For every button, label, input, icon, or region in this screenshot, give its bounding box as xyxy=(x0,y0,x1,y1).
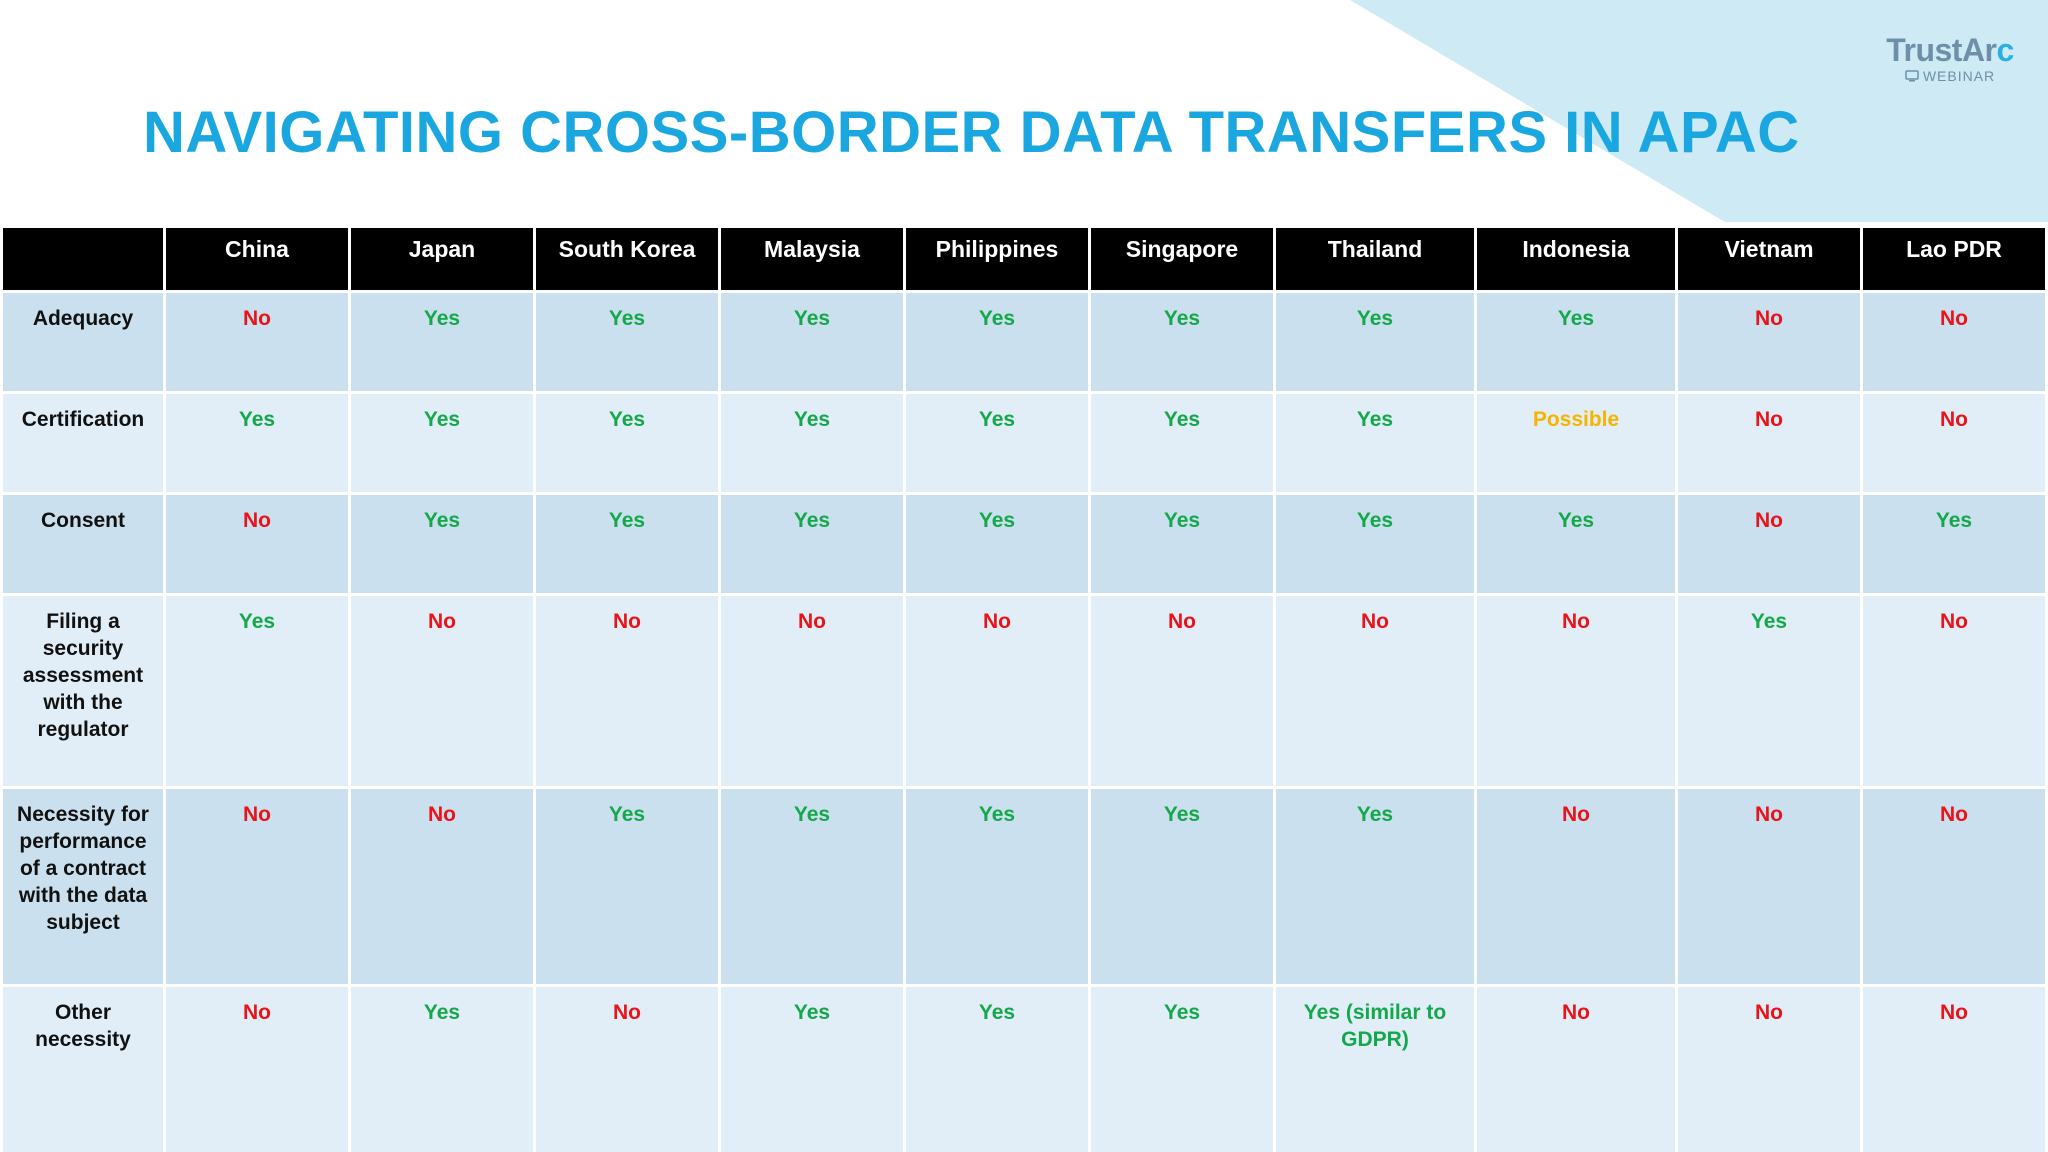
table-cell: Yes xyxy=(166,596,348,786)
column-header: Japan xyxy=(351,228,533,290)
table-cell: No xyxy=(1091,596,1273,786)
column-header: Singapore xyxy=(1091,228,1273,290)
table-cell: Possible xyxy=(1477,394,1675,492)
table-cell: No xyxy=(166,789,348,984)
column-header: Malaysia xyxy=(721,228,903,290)
trustarc-logo: TrustArc WEBINAR xyxy=(1880,32,2020,84)
logo-subtitle: WEBINAR xyxy=(1880,68,2020,84)
table-row: Filing a security assessment with the re… xyxy=(3,596,2045,786)
table-cell: Yes xyxy=(906,987,1088,1152)
table-cell: No xyxy=(536,596,718,786)
table-cell: Yes xyxy=(1276,789,1474,984)
table-row: Certification Yes Yes Yes Yes Yes Yes Ye… xyxy=(3,394,2045,492)
table-cell: Yes xyxy=(721,394,903,492)
table-cell: Yes xyxy=(721,293,903,391)
table-cell: No xyxy=(1276,596,1474,786)
table-cell: No xyxy=(1863,394,2045,492)
table-cell: Yes xyxy=(351,987,533,1152)
table-cell: No xyxy=(1678,789,1860,984)
table-cell: No xyxy=(351,789,533,984)
row-label: Other necessity xyxy=(3,987,163,1152)
table-row: Adequacy No Yes Yes Yes Yes Yes Yes Yes … xyxy=(3,293,2045,391)
table-cell: Yes xyxy=(1276,394,1474,492)
column-header: Philippines xyxy=(906,228,1088,290)
table-cell: Yes xyxy=(721,987,903,1152)
table-cell: Yes xyxy=(721,495,903,593)
table-row: Consent No Yes Yes Yes Yes Yes Yes Yes N… xyxy=(3,495,2045,593)
row-label: Filing a security assessment with the re… xyxy=(3,596,163,786)
column-header: Thailand xyxy=(1276,228,1474,290)
table-cell: No xyxy=(1477,789,1675,984)
row-label: Adequacy xyxy=(3,293,163,391)
table-cell: Yes xyxy=(1091,789,1273,984)
table-cell: Yes xyxy=(536,495,718,593)
logo-wordmark: TrustArc xyxy=(1886,32,2014,68)
table-cell: Yes xyxy=(536,293,718,391)
table-cell: Yes xyxy=(1477,293,1675,391)
column-header: Indonesia xyxy=(1477,228,1675,290)
table-cell: Yes xyxy=(536,789,718,984)
table-cell: No xyxy=(1863,789,2045,984)
table-cell: No xyxy=(1863,596,2045,786)
table-cell: Yes xyxy=(351,293,533,391)
column-header: Vietnam xyxy=(1678,228,1860,290)
table-row: Necessity for performance of a contract … xyxy=(3,789,2045,984)
table-cell: Yes xyxy=(906,394,1088,492)
table-cell: No xyxy=(721,596,903,786)
table-cell: Yes xyxy=(1091,293,1273,391)
table-cell: No xyxy=(1678,293,1860,391)
table-cell: Yes xyxy=(351,394,533,492)
table-cell: Yes xyxy=(906,293,1088,391)
table-cell: No xyxy=(1477,596,1675,786)
table-cell: Yes xyxy=(906,495,1088,593)
table-header-row: China Japan South Korea Malaysia Philipp… xyxy=(3,228,2045,290)
row-label: Certification xyxy=(3,394,163,492)
table-cell: No xyxy=(1678,495,1860,593)
header-corner xyxy=(3,228,163,290)
row-label: Consent xyxy=(3,495,163,593)
table-cell: Yes xyxy=(906,789,1088,984)
table-cell: No xyxy=(166,987,348,1152)
table-cell: Yes xyxy=(721,789,903,984)
table-cell: No xyxy=(351,596,533,786)
row-label: Necessity for performance of a contract … xyxy=(3,789,163,984)
monitor-icon xyxy=(1905,70,1919,82)
table-cell: Yes xyxy=(1091,394,1273,492)
column-header: China xyxy=(166,228,348,290)
table-cell: No xyxy=(536,987,718,1152)
table-cell: Yes xyxy=(1678,596,1860,786)
table-cell: No xyxy=(1678,987,1860,1152)
table-cell: No xyxy=(1863,293,2045,391)
table-cell: Yes xyxy=(166,394,348,492)
table-cell: Yes xyxy=(351,495,533,593)
table-cell: No xyxy=(906,596,1088,786)
page-title: NAVIGATING CROSS-BORDER DATA TRANSFERS I… xyxy=(143,100,1800,165)
table-cell: Yes xyxy=(1477,495,1675,593)
table-cell: Yes xyxy=(1091,495,1273,593)
table-cell: Yes xyxy=(1091,987,1273,1152)
transfer-matrix-table: China Japan South Korea Malaysia Philipp… xyxy=(0,225,2048,1152)
table-cell: No xyxy=(1477,987,1675,1152)
table-cell: No xyxy=(1863,987,2045,1152)
table-cell: Yes xyxy=(1276,495,1474,593)
table-cell: No xyxy=(166,495,348,593)
column-header: South Korea xyxy=(536,228,718,290)
table-cell: Yes xyxy=(1276,293,1474,391)
table-row: Other necessity No Yes No Yes Yes Yes Ye… xyxy=(3,987,2045,1152)
table-cell: Yes xyxy=(536,394,718,492)
table-cell: No xyxy=(166,293,348,391)
table-cell: Yes xyxy=(1863,495,2045,593)
column-header: Lao PDR xyxy=(1863,228,2045,290)
table-cell: Yes (similar to GDPR) xyxy=(1276,987,1474,1152)
table-cell: No xyxy=(1678,394,1860,492)
